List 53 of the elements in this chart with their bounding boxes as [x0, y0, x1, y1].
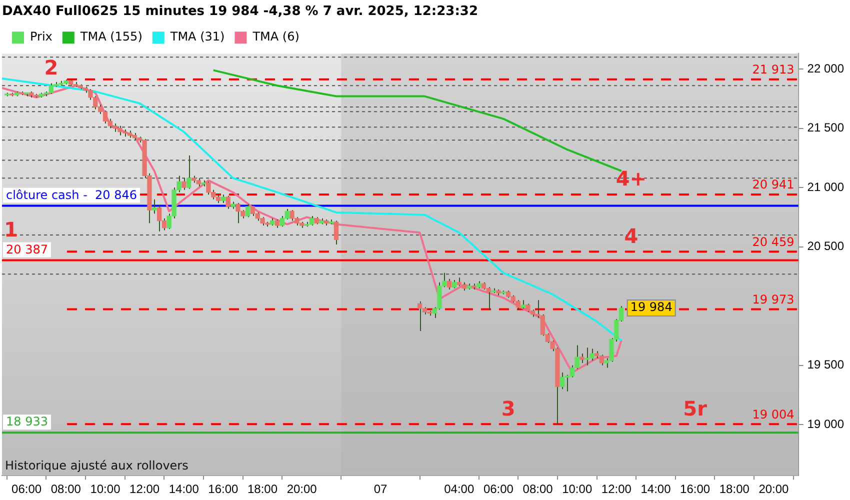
x-tick-label: 07	[374, 482, 388, 496]
ref-line-label: 19 973	[752, 292, 794, 306]
ref-line-label: 20 941	[752, 178, 794, 192]
x-tick-label: 14:00	[640, 482, 672, 496]
y-tick-label: 19 500	[807, 358, 844, 372]
candlestick	[226, 195, 230, 210]
y-tick-label: 19 000	[807, 416, 844, 431]
legend-label: TMA (155)	[79, 30, 142, 44]
y-tick-label: 21 500	[807, 120, 844, 135]
x-tick-label: 18:00	[248, 482, 278, 496]
candlestick	[182, 178, 186, 190]
legend-label: TMA (31)	[169, 30, 225, 44]
ref-line-label: 20 387	[6, 242, 48, 256]
legend-label: TMA (6)	[252, 30, 300, 44]
y-tick-label: 20 500	[807, 239, 844, 254]
annotation: 19 984	[630, 300, 672, 314]
annotation: 4+	[616, 166, 647, 191]
y-tick-label: 21 000	[807, 180, 844, 194]
ref-line-label: 19 004	[752, 407, 794, 422]
candlestick	[446, 278, 452, 290]
x-tick-label: 10:00	[562, 482, 592, 496]
annotation: 1	[4, 217, 18, 242]
ref-line-label: 21 913	[752, 62, 794, 76]
ref-line-label: 18 933	[6, 414, 48, 429]
x-tick-label: 08:00	[522, 482, 554, 496]
annotation: 5r	[683, 396, 708, 420]
x-tick-label: 12:00	[601, 482, 632, 496]
x-tick-label: 16:00	[208, 482, 239, 496]
x-tick-label: 06:00	[483, 482, 514, 496]
annotation: 2	[44, 55, 58, 80]
x-tick-label: 20:00	[286, 482, 318, 496]
x-tick-label: 12:00	[130, 482, 160, 496]
x-tick-label: 16:00	[680, 482, 710, 496]
candlestick	[152, 198, 157, 214]
ref-line-label: 20 459	[752, 234, 794, 249]
candlestick	[186, 155, 192, 190]
x-tick-label: 08:00	[50, 482, 82, 496]
ref-line-label: clôture cash - 20 846	[6, 188, 138, 202]
x-tick-label: 14:00	[168, 482, 200, 496]
annotation: Historique ajusté aux rollovers	[5, 458, 188, 473]
annotation: 3	[501, 396, 516, 420]
x-tick-label: 20:00	[758, 482, 790, 496]
chart-title: DAX40 Full0625 15 minutes 19 984 -4,38 % 7 avr. 2025, 12:23:32	[2, 4, 478, 20]
candlestick	[334, 220, 339, 245]
x-tick-label: 10:00	[90, 482, 121, 496]
x-tick-label: 04:00	[444, 482, 474, 496]
x-tick-label: 18:00	[719, 482, 750, 496]
x-tick-label: 06:00	[12, 482, 42, 496]
y-tick-label: 22 000	[807, 61, 844, 76]
annotation: 4	[624, 224, 638, 248]
candlestick	[580, 353, 584, 364]
legend-label: Prix	[30, 30, 52, 44]
candlestick	[245, 204, 250, 218]
